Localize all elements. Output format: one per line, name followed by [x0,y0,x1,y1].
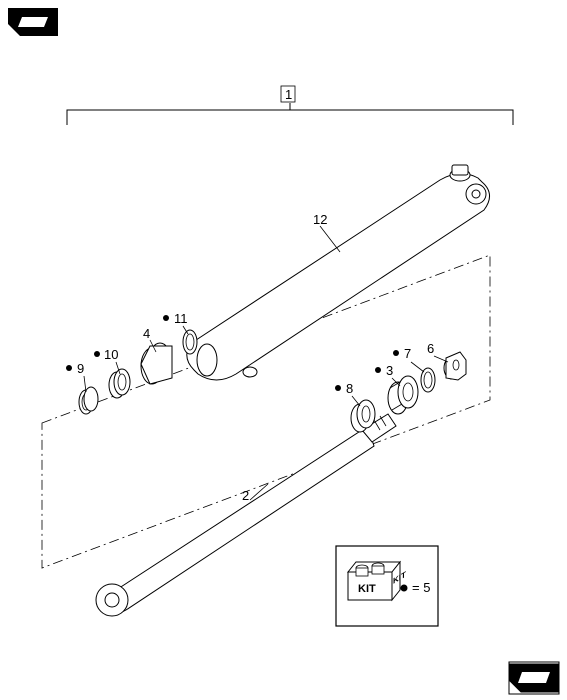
callout-2: 2 [242,488,249,503]
kit-label-front: KIT [358,583,376,595]
part-nut-6 [444,352,466,380]
bullet-7 [393,350,399,356]
callout-11: 11 [174,311,188,326]
bullet-8 [335,385,341,391]
callout-1: 1 [285,87,292,102]
part-gland [141,343,172,384]
callout-8: 8 [346,381,353,396]
kit-legend: KIT KIT = 5 [336,546,438,626]
part-wiper-9 [79,387,98,414]
part-piston-3 [388,376,418,414]
bullet-11 [163,315,169,321]
callout-4: 4 [143,326,150,341]
nav-icon-top [8,8,58,36]
callout-labels: 1 12 4 11 10 9 2 8 3 7 6 [66,87,434,503]
bullet-3 [375,367,381,373]
callout-3: 3 [386,363,393,378]
bullet-10 [94,351,100,357]
callout-9: 9 [77,361,84,376]
callout-12: 12 [313,212,327,227]
nav-icon-bottom [509,662,559,694]
bullet-9 [66,365,72,371]
callout-10: 10 [104,347,118,362]
diagram-canvas: 1 12 4 11 10 9 2 8 3 7 6 KIT [0,0,567,700]
kit-equals: = 5 [412,580,430,595]
part-o-ring-11 [183,330,197,354]
callout-6: 6 [427,341,434,356]
callout-7: 7 [404,346,411,361]
